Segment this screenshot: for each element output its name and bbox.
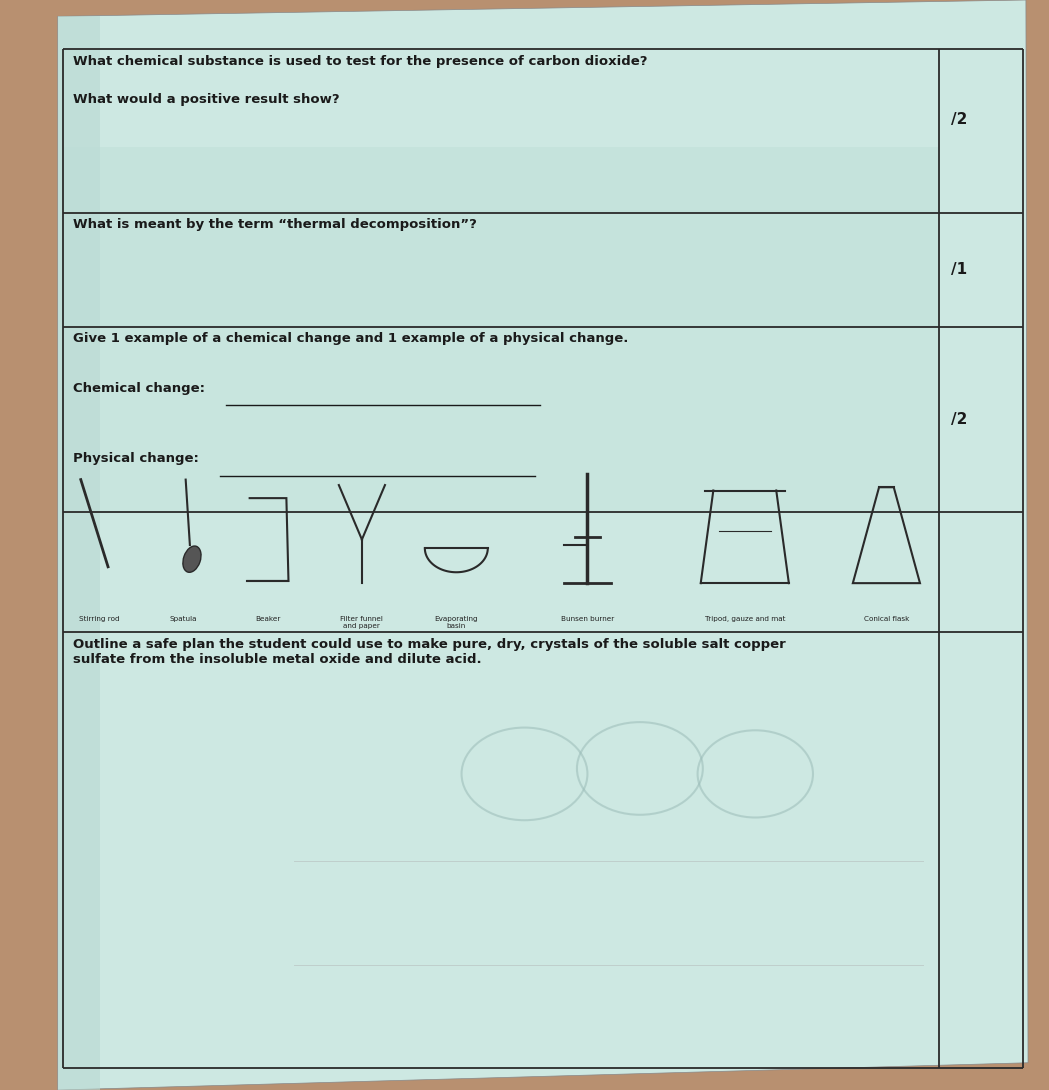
Text: Bunsen burner: Bunsen burner [561, 616, 614, 622]
Text: Outline a safe plan the student could use to make pure, dry, crystals of the sol: Outline a safe plan the student could us… [73, 638, 786, 666]
Text: Tripod, gauze and mat: Tripod, gauze and mat [705, 616, 785, 622]
Text: What chemical substance is used to test for the presence of carbon dioxide?: What chemical substance is used to test … [73, 54, 648, 68]
Polygon shape [58, 0, 1028, 1090]
Text: /2: /2 [951, 112, 968, 128]
Polygon shape [58, 16, 100, 1090]
Text: Evaporating
basin: Evaporating basin [434, 616, 478, 629]
Text: Chemical change:: Chemical change: [73, 382, 210, 395]
Text: Give 1 example of a chemical change and 1 example of a physical change.: Give 1 example of a chemical change and … [73, 332, 628, 346]
Text: What would a positive result show?: What would a positive result show? [73, 93, 340, 106]
Text: /2: /2 [951, 412, 968, 427]
Text: Stirring rod: Stirring rod [80, 616, 120, 622]
Text: Conical flask: Conical flask [863, 616, 909, 622]
Text: Spatula: Spatula [170, 616, 197, 622]
Polygon shape [64, 325, 938, 512]
Text: Filter funnel
and paper: Filter funnel and paper [341, 616, 383, 629]
Text: Physical change:: Physical change: [73, 452, 204, 465]
Polygon shape [64, 147, 938, 213]
Text: /1: /1 [951, 263, 967, 277]
Text: What is meant by the term “thermal decomposition”?: What is meant by the term “thermal decom… [73, 218, 477, 231]
Ellipse shape [183, 546, 201, 572]
Polygon shape [64, 210, 938, 327]
Text: Beaker: Beaker [255, 616, 280, 622]
